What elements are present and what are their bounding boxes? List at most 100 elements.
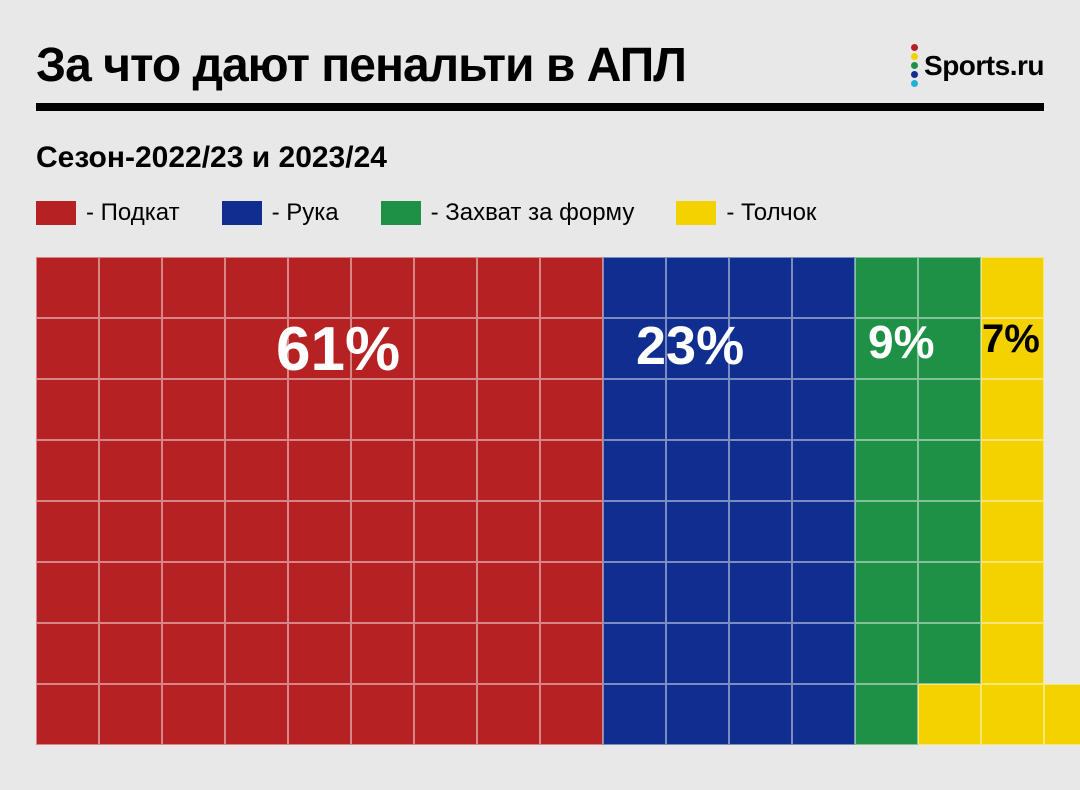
waffle-cell — [351, 623, 414, 684]
waffle-cell — [162, 562, 225, 623]
waffle-cell — [288, 257, 351, 318]
waffle-cell — [603, 379, 666, 440]
waffle-cell — [603, 684, 666, 745]
legend-item: - Захват за форму — [381, 199, 635, 227]
waffle-cell — [729, 562, 792, 623]
waffle-cell — [792, 501, 855, 562]
waffle-cell — [99, 379, 162, 440]
waffle-cell — [729, 318, 792, 379]
waffle-cell — [36, 257, 99, 318]
header: За что дают пенальти в АПЛ Sports.ru — [36, 38, 1044, 111]
waffle-cell — [162, 379, 225, 440]
waffle-cell — [792, 257, 855, 318]
logo-dots — [911, 44, 918, 87]
waffle-cell — [540, 257, 603, 318]
waffle-cell — [288, 318, 351, 379]
subtitle: Сезон-2022/23 и 2023/24 — [36, 141, 1044, 175]
waffle-cell — [36, 318, 99, 379]
waffle-cell — [99, 684, 162, 745]
waffle-cell — [36, 623, 99, 684]
waffle-cell — [666, 379, 729, 440]
waffle-cell — [162, 440, 225, 501]
waffle-cell — [792, 562, 855, 623]
waffle-cell — [981, 257, 1044, 318]
waffle-cell — [414, 257, 477, 318]
waffle-cell — [540, 440, 603, 501]
waffle-cell — [729, 440, 792, 501]
legend-label: - Рука — [272, 199, 339, 227]
waffle-cell — [288, 440, 351, 501]
legend-item: - Толчок — [676, 199, 816, 227]
waffle-cell — [792, 623, 855, 684]
waffle-cell — [729, 257, 792, 318]
waffle-cell — [351, 440, 414, 501]
waffle-cell — [477, 562, 540, 623]
page-title: За что дают пенальти в АПЛ — [36, 38, 686, 93]
waffle-cell — [477, 379, 540, 440]
legend-swatch — [222, 201, 262, 225]
waffle-cell — [603, 440, 666, 501]
waffle-cell — [99, 440, 162, 501]
waffle-cell — [666, 501, 729, 562]
legend-label: - Толчок — [726, 199, 816, 227]
waffle-cell — [288, 379, 351, 440]
waffle-cell — [225, 318, 288, 379]
waffle-cell — [855, 318, 918, 379]
waffle-cell — [918, 440, 981, 501]
waffle-cell — [918, 379, 981, 440]
waffle-cell — [162, 257, 225, 318]
waffle-cell — [918, 257, 981, 318]
waffle-cell — [99, 501, 162, 562]
waffle-cell — [666, 318, 729, 379]
waffle-cell — [162, 684, 225, 745]
waffle-cell — [351, 379, 414, 440]
waffle-cell — [603, 562, 666, 623]
waffle-cell — [288, 501, 351, 562]
waffle-cell — [36, 379, 99, 440]
waffle-cell — [351, 562, 414, 623]
waffle-cell — [414, 318, 477, 379]
waffle-cell — [981, 440, 1044, 501]
logo: Sports.ru — [911, 44, 1044, 87]
waffle-cell — [351, 318, 414, 379]
waffle-cell — [981, 379, 1044, 440]
waffle-cell — [99, 623, 162, 684]
waffle-cell — [288, 623, 351, 684]
waffle-cell — [477, 257, 540, 318]
waffle-cell — [477, 440, 540, 501]
waffle-cell — [981, 684, 1044, 745]
waffle-cell — [729, 684, 792, 745]
waffle-cell — [918, 684, 981, 745]
waffle-cell — [981, 562, 1044, 623]
waffle-cell — [666, 623, 729, 684]
legend-swatch — [381, 201, 421, 225]
waffle-cell — [603, 501, 666, 562]
waffle-cell — [36, 440, 99, 501]
waffle-cell — [288, 684, 351, 745]
waffle-cell — [603, 318, 666, 379]
waffle-cell — [162, 501, 225, 562]
waffle-cell — [99, 318, 162, 379]
waffle-cell — [477, 684, 540, 745]
waffle-cell — [918, 623, 981, 684]
waffle-cell — [855, 440, 918, 501]
waffle-cell — [414, 501, 477, 562]
waffle-cell — [162, 318, 225, 379]
waffle-cell — [225, 257, 288, 318]
waffle-cell — [36, 501, 99, 562]
waffle-grid — [36, 257, 1044, 745]
waffle-cell — [918, 318, 981, 379]
waffle-chart: 61%23%9%7% — [36, 257, 1044, 745]
waffle-cell — [162, 623, 225, 684]
waffle-cell — [225, 623, 288, 684]
waffle-cell — [792, 440, 855, 501]
waffle-cell — [225, 684, 288, 745]
logo-dot — [911, 44, 918, 51]
logo-dot — [911, 53, 918, 60]
waffle-cell — [729, 379, 792, 440]
waffle-cell — [414, 684, 477, 745]
legend: - Подкат- Рука- Захват за форму- Толчок — [36, 199, 1044, 227]
waffle-cell — [855, 379, 918, 440]
waffle-cell-overflow — [1044, 684, 1080, 745]
logo-dot — [911, 71, 918, 78]
